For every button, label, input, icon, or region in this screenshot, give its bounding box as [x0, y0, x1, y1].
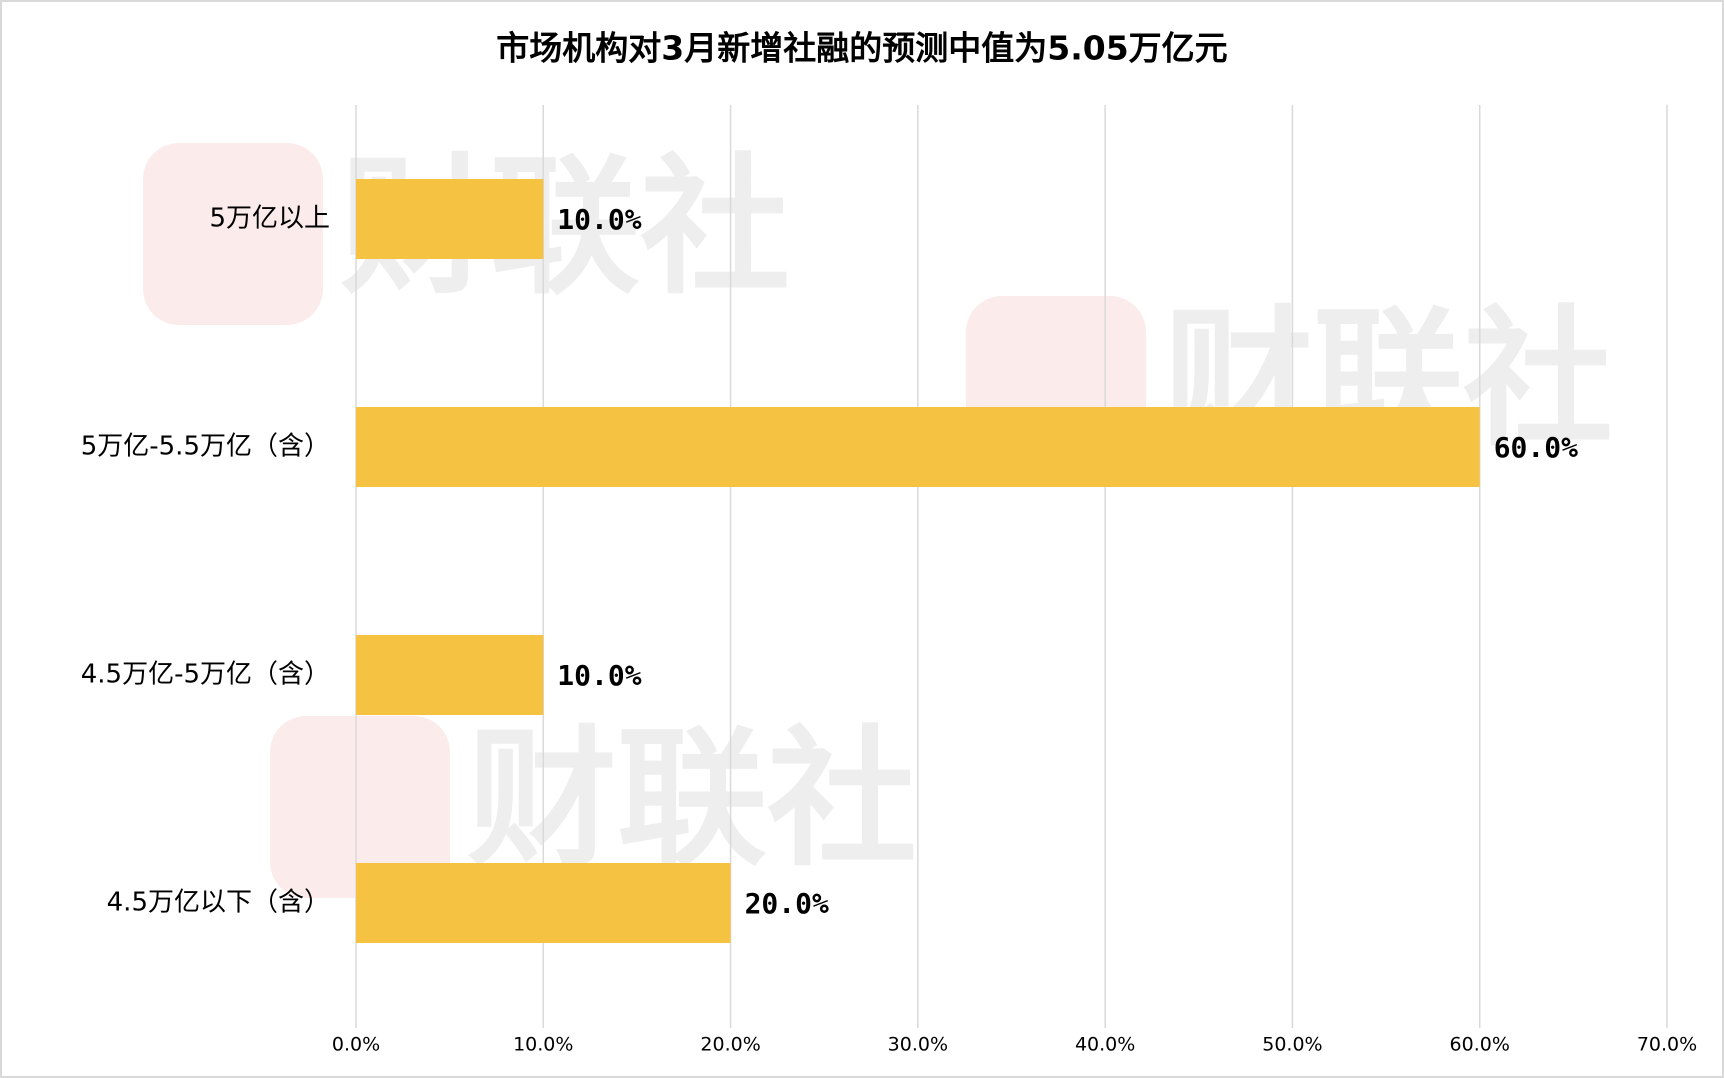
- x-tick-label: 50.0%: [1262, 1034, 1322, 1056]
- bar: [356, 863, 731, 943]
- watermark-logo: [143, 143, 323, 325]
- value-label: 20.0%: [745, 887, 829, 920]
- watermark: 财联社: [467, 713, 917, 887]
- watermark-logo: [270, 716, 450, 898]
- bar: [356, 179, 544, 259]
- bar: [356, 635, 544, 715]
- y-tick-label: 5万亿以上: [209, 204, 330, 234]
- x-tick-label: 70.0%: [1637, 1034, 1697, 1056]
- bar: [356, 407, 1480, 487]
- y-tick-label: 5万亿-5.5万亿（含）: [81, 432, 330, 462]
- y-tick-label: 4.5万亿-5万亿（含）: [81, 660, 330, 690]
- y-tick-label: 4.5万亿以下（含）: [107, 888, 330, 918]
- x-tick-label: 20.0%: [700, 1034, 760, 1056]
- x-tick-label: 30.0%: [888, 1034, 948, 1056]
- x-tick-label: 40.0%: [1075, 1034, 1135, 1056]
- chart-title: 市场机构对3月新增社融的预测中值为5.05万亿元: [496, 29, 1227, 68]
- value-label: 60.0%: [1494, 431, 1578, 464]
- x-tick-label: 60.0%: [1450, 1034, 1510, 1056]
- x-tick-label: 10.0%: [513, 1034, 573, 1056]
- x-tick-label: 0.0%: [332, 1034, 380, 1056]
- value-label: 10.0%: [557, 203, 641, 236]
- value-label: 10.0%: [557, 659, 641, 692]
